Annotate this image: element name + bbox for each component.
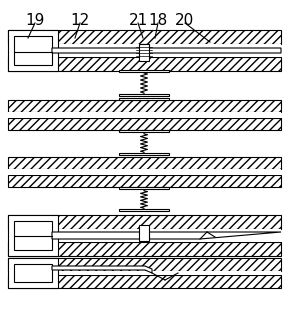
- Bar: [119, 209, 169, 211]
- Bar: [14, 36, 52, 65]
- Bar: [8, 215, 58, 256]
- Bar: [119, 70, 169, 72]
- Bar: [8, 258, 58, 288]
- Polygon shape: [146, 48, 281, 53]
- Bar: [8, 242, 281, 256]
- Bar: [119, 187, 169, 189]
- Bar: [8, 215, 281, 229]
- Bar: [14, 221, 52, 250]
- Bar: [8, 157, 281, 169]
- Polygon shape: [52, 48, 146, 53]
- Bar: [8, 57, 281, 71]
- Bar: [8, 175, 281, 187]
- Bar: [8, 30, 58, 71]
- Text: 19: 19: [25, 13, 45, 28]
- Bar: [8, 100, 281, 112]
- Bar: [8, 275, 281, 288]
- Text: 18: 18: [148, 13, 168, 28]
- Bar: [8, 30, 281, 44]
- Bar: [119, 94, 169, 96]
- Text: 21: 21: [128, 13, 148, 28]
- Bar: [8, 229, 281, 242]
- Bar: [8, 118, 281, 130]
- Bar: [139, 44, 149, 61]
- Polygon shape: [52, 232, 146, 239]
- Bar: [8, 258, 281, 271]
- Bar: [139, 225, 149, 241]
- Bar: [119, 153, 169, 155]
- Polygon shape: [52, 266, 152, 273]
- Bar: [8, 169, 281, 175]
- Bar: [119, 130, 169, 132]
- Bar: [8, 271, 281, 275]
- Bar: [119, 98, 169, 100]
- Bar: [14, 264, 52, 282]
- Bar: [8, 112, 281, 118]
- Text: 20: 20: [175, 13, 194, 28]
- Bar: [8, 44, 281, 57]
- Polygon shape: [146, 232, 281, 239]
- Text: 12: 12: [71, 13, 90, 28]
